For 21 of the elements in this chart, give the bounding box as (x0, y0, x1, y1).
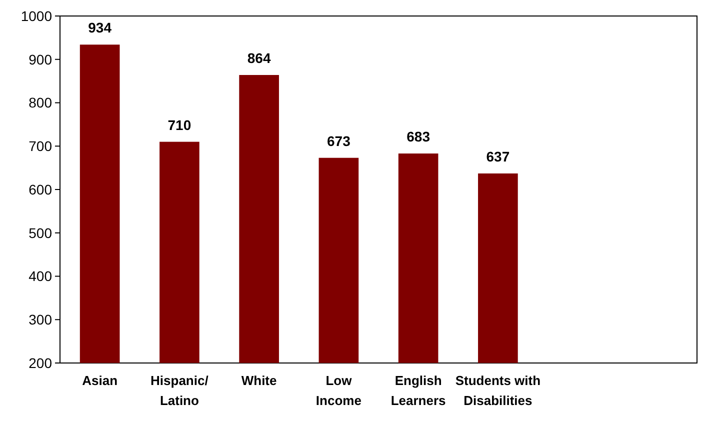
data-label: 934 (88, 20, 112, 36)
x-tick-label: White (241, 373, 277, 388)
y-tick-label: 600 (28, 181, 52, 198)
x-tick-label: Students with Disabilities (455, 373, 541, 408)
data-label: 637 (486, 148, 510, 164)
data-label: 864 (247, 50, 271, 66)
x-tick-label: Hispanic/ Latino (150, 373, 209, 408)
y-tick-label: 400 (28, 268, 52, 284)
y-tick-label: 300 (28, 312, 52, 328)
data-label: 673 (327, 132, 351, 149)
y-tick-label: 800 (28, 94, 52, 111)
y-tick-label: 200 (28, 354, 52, 371)
x-tick-label: Asian (82, 373, 118, 388)
y-tick-label: 1000 (20, 8, 52, 24)
y-tick-label: 700 (28, 138, 52, 154)
data-label: 683 (406, 128, 430, 144)
data-label: 710 (168, 116, 192, 133)
x-tick-label: Low Income (316, 373, 362, 408)
y-tick-label: 900 (28, 51, 52, 68)
y-tick-label: 500 (28, 224, 52, 241)
x-tick-label: English Learners (390, 373, 446, 408)
